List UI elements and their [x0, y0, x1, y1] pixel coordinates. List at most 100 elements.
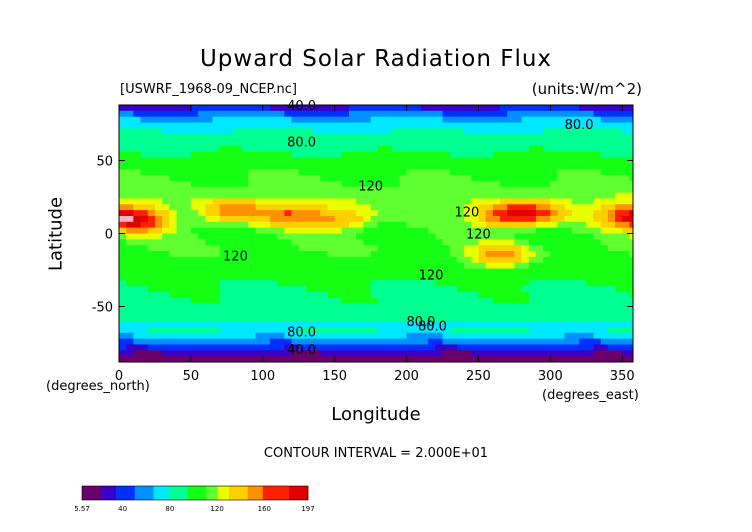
heatmap-cell: [126, 157, 134, 164]
heatmap-cell: [126, 309, 134, 316]
heatmap-cell: [305, 186, 314, 194]
heatmap-cell: [615, 286, 623, 293]
heatmap-cell: [492, 134, 501, 141]
heatmap-cell: [241, 105, 249, 112]
heatmap-cell: [622, 105, 630, 112]
heatmap-cell: [262, 344, 271, 351]
heatmap-cell: [162, 221, 170, 229]
heatmap-cell: [428, 338, 436, 345]
heatmap-cell: [154, 268, 163, 275]
heatmap-cell: [334, 157, 343, 164]
heatmap-cell: [535, 321, 544, 328]
heatmap-cell: [456, 180, 465, 188]
heatmap-cell: [406, 134, 415, 141]
heatmap-cell: [456, 192, 465, 199]
heatmap-cell: [126, 256, 134, 264]
heatmap-cell: [341, 221, 350, 229]
heatmap-cell: [478, 180, 487, 188]
heatmap-cell: [471, 204, 479, 211]
heatmap-cell: [550, 128, 558, 135]
x-tick-label: 0: [115, 369, 123, 384]
heatmap-cell: [154, 309, 163, 316]
heatmap-cell: [449, 192, 458, 199]
heatmap-cell: [449, 186, 458, 194]
heatmap-cell: [485, 169, 494, 176]
heatmap-cell: [305, 163, 314, 170]
heatmap-cell: [356, 157, 364, 164]
heatmap-cell: [521, 291, 530, 299]
heatmap-cell: [241, 204, 249, 211]
heatmap-cell: [622, 251, 630, 258]
heatmap-cell: [399, 145, 407, 153]
heatmap-cell: [198, 291, 206, 299]
heatmap-cell: [428, 245, 436, 252]
heatmap-cell: [464, 350, 472, 357]
heatmap-cell: [456, 291, 465, 299]
heatmap-cell: [399, 151, 407, 158]
heatmap-cell: [327, 286, 336, 293]
heatmap-cell: [557, 303, 566, 310]
heatmap-cell: [485, 239, 494, 246]
heatmap-cell: [435, 332, 443, 340]
heatmap-cell: [464, 245, 472, 252]
heatmap-cell: [147, 303, 156, 310]
heatmap-cell: [557, 274, 566, 281]
heatmap-cell: [564, 245, 573, 252]
heatmap-cell: [442, 356, 451, 363]
heatmap-cell: [226, 215, 235, 223]
heatmap-cell: [521, 256, 530, 264]
heatmap-cell: [392, 315, 400, 322]
heatmap-cell: [198, 286, 206, 293]
heatmap-cell: [234, 140, 242, 147]
heatmap-cell: [140, 221, 149, 229]
heatmap-cell: [622, 227, 630, 234]
heatmap-cell: [190, 321, 199, 328]
heatmap-cell: [183, 303, 192, 310]
heatmap-cell: [356, 169, 364, 176]
heatmap-cell: [543, 163, 551, 170]
heatmap-cell: [334, 321, 343, 328]
heatmap-cell: [428, 180, 436, 188]
heatmap-cell: [514, 210, 522, 217]
heatmap-cell: [198, 122, 206, 129]
heatmap-cell: [154, 128, 163, 135]
heatmap-cell: [234, 239, 242, 246]
heatmap-cell: [356, 344, 364, 351]
heatmap-cell: [370, 157, 379, 164]
heatmap-cell: [190, 227, 199, 234]
heatmap-cell: [370, 239, 379, 246]
heatmap-cell: [464, 134, 472, 141]
heatmap-cell: [571, 315, 580, 322]
heatmap-cell: [377, 110, 386, 118]
heatmap-cell: [234, 105, 242, 112]
heatmap-cell: [320, 227, 328, 234]
heatmap-cell: [464, 251, 472, 258]
heatmap-cell: [356, 338, 364, 345]
heatmap-cell: [420, 128, 429, 135]
heatmap-cell: [349, 186, 357, 194]
colorbar-swatch: [82, 486, 87, 500]
heatmap-cell: [291, 157, 300, 164]
heatmap-cell: [571, 338, 580, 345]
heatmap-cell: [269, 227, 278, 234]
heatmap-cell: [305, 315, 314, 322]
heatmap-cell: [262, 338, 271, 345]
heatmap-cell: [277, 256, 285, 264]
heatmap-cell: [629, 122, 634, 129]
heatmap-cell: [413, 268, 422, 275]
heatmap-cell: [420, 186, 429, 194]
heatmap-cell: [162, 192, 170, 199]
heatmap-cell: [212, 356, 221, 363]
heatmap-cell: [557, 163, 566, 170]
heatmap-cell: [140, 122, 149, 129]
heatmap-cell: [169, 303, 177, 310]
heatmap-cell: [119, 256, 127, 264]
heatmap-cell: [162, 286, 170, 293]
heatmap-cell: [248, 350, 256, 357]
heatmap-cell: [176, 140, 185, 147]
heatmap-cell: [126, 116, 134, 123]
heatmap-cell: [205, 251, 213, 258]
heatmap-cell: [492, 163, 501, 170]
heatmap-cell: [291, 350, 300, 357]
heatmap-cell: [205, 192, 213, 199]
